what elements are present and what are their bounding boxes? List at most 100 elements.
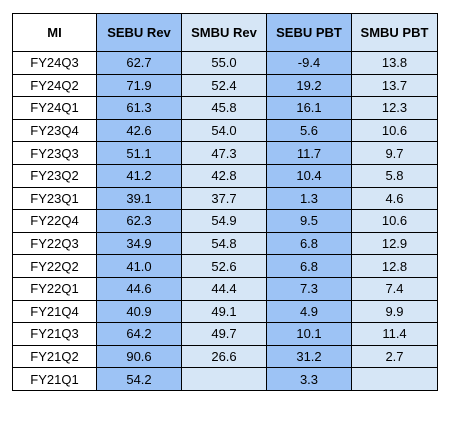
financial-table: MI SEBU Rev SMBU Rev SEBU PBT SMBU PBT F… bbox=[12, 13, 438, 391]
cell-smbu-pbt[interactable] bbox=[351, 367, 438, 391]
cell-sebu-pbt[interactable]: -9.4 bbox=[266, 51, 352, 75]
cell-sebu-rev[interactable]: 62.7 bbox=[96, 51, 182, 75]
cell-smbu-rev[interactable]: 47.3 bbox=[181, 141, 267, 165]
cell-smbu-pbt[interactable]: 13.8 bbox=[351, 51, 438, 75]
header-smbu-rev[interactable]: SMBU Rev bbox=[181, 13, 267, 52]
cell-smbu-rev[interactable]: 42.8 bbox=[181, 163, 267, 188]
cell-mi[interactable]: FY21Q3 bbox=[12, 322, 97, 346]
cell-sebu-pbt[interactable]: 5.6 bbox=[266, 118, 352, 143]
cell-smbu-rev[interactable]: 54.0 bbox=[181, 118, 267, 143]
table-row: FY24Q1 61.3 45.8 16.1 12.3 bbox=[12, 96, 438, 120]
cell-sebu-pbt[interactable]: 4.9 bbox=[266, 299, 352, 324]
cell-smbu-rev[interactable]: 44.4 bbox=[181, 276, 267, 301]
cell-sebu-pbt[interactable]: 10.1 bbox=[266, 322, 352, 346]
header-sebu-rev[interactable]: SEBU Rev bbox=[96, 13, 182, 52]
cell-smbu-pbt[interactable]: 9.9 bbox=[351, 299, 438, 324]
cell-sebu-pbt[interactable]: 7.3 bbox=[266, 276, 352, 301]
cell-smbu-rev[interactable]: 26.6 bbox=[181, 344, 267, 369]
cell-mi[interactable]: FY24Q3 bbox=[12, 51, 97, 75]
cell-smbu-rev[interactable]: 49.1 bbox=[181, 299, 267, 324]
cell-sebu-pbt[interactable]: 19.2 bbox=[266, 73, 352, 98]
cell-mi[interactable]: FY22Q3 bbox=[12, 231, 97, 256]
cell-sebu-pbt[interactable]: 9.5 bbox=[266, 209, 352, 233]
cell-sebu-rev[interactable]: 42.6 bbox=[96, 118, 182, 143]
table-body: FY24Q3 62.7 55.0 -9.4 13.8 FY24Q2 71.9 52.4 19.2… bbox=[12, 51, 438, 391]
table-row: FY22Q2 41.0 52.6 6.8 12.8 bbox=[12, 254, 438, 278]
cell-sebu-rev[interactable]: 62.3 bbox=[96, 209, 182, 233]
cell-smbu-rev[interactable]: 37.7 bbox=[181, 186, 267, 211]
table-row: FY23Q2 41.2 42.8 10.4 5.8 bbox=[12, 163, 438, 188]
cell-sebu-rev[interactable]: 44.6 bbox=[96, 276, 182, 301]
cell-mi[interactable]: FY22Q1 bbox=[12, 276, 97, 301]
cell-sebu-rev[interactable]: 90.6 bbox=[96, 344, 182, 369]
cell-sebu-pbt[interactable]: 6.8 bbox=[266, 254, 352, 278]
cell-sebu-rev[interactable]: 54.2 bbox=[96, 367, 182, 391]
cell-mi[interactable]: FY24Q2 bbox=[12, 73, 97, 98]
table-row: FY23Q3 51.1 47.3 11.7 9.7 bbox=[12, 141, 438, 165]
cell-smbu-pbt[interactable]: 7.4 bbox=[351, 276, 438, 301]
cell-sebu-pbt[interactable]: 10.4 bbox=[266, 163, 352, 188]
header-mi[interactable]: MI bbox=[12, 13, 97, 52]
table-row: FY23Q4 42.6 54.0 5.6 10.6 bbox=[12, 118, 438, 143]
cell-sebu-rev[interactable]: 41.0 bbox=[96, 254, 182, 278]
table-row: FY23Q1 39.1 37.7 1.3 4.6 bbox=[12, 186, 438, 211]
cell-sebu-rev[interactable]: 71.9 bbox=[96, 73, 182, 98]
table-row: FY24Q3 62.7 55.0 -9.4 13.8 bbox=[12, 51, 438, 75]
cell-smbu-rev[interactable]: 55.0 bbox=[181, 51, 267, 75]
cell-smbu-pbt[interactable]: 10.6 bbox=[351, 118, 438, 143]
cell-smbu-pbt[interactable]: 12.8 bbox=[351, 254, 438, 278]
table-row: FY24Q2 71.9 52.4 19.2 13.7 bbox=[12, 73, 438, 98]
cell-smbu-pbt[interactable]: 5.8 bbox=[351, 163, 438, 188]
cell-mi[interactable]: FY21Q1 bbox=[12, 367, 97, 391]
cell-mi[interactable]: FY23Q2 bbox=[12, 163, 97, 188]
cell-smbu-pbt[interactable]: 2.7 bbox=[351, 344, 438, 369]
cell-smbu-pbt[interactable]: 12.3 bbox=[351, 96, 438, 120]
cell-smbu-pbt[interactable]: 11.4 bbox=[351, 322, 438, 346]
cell-smbu-rev[interactable] bbox=[181, 367, 267, 391]
cell-sebu-pbt[interactable]: 1.3 bbox=[266, 186, 352, 211]
table-row: FY22Q1 44.6 44.4 7.3 7.4 bbox=[12, 276, 438, 301]
cell-sebu-pbt[interactable]: 11.7 bbox=[266, 141, 352, 165]
cell-sebu-pbt[interactable]: 6.8 bbox=[266, 231, 352, 256]
table-row: FY21Q4 40.9 49.1 4.9 9.9 bbox=[12, 299, 438, 324]
cell-mi[interactable]: FY21Q4 bbox=[12, 299, 97, 324]
table-row: FY21Q3 64.2 49.7 10.1 11.4 bbox=[12, 322, 438, 346]
cell-smbu-pbt[interactable]: 9.7 bbox=[351, 141, 438, 165]
cell-smbu-rev[interactable]: 45.8 bbox=[181, 96, 267, 120]
cell-sebu-rev[interactable]: 51.1 bbox=[96, 141, 182, 165]
cell-mi[interactable]: FY23Q3 bbox=[12, 141, 97, 165]
cell-mi[interactable]: FY22Q4 bbox=[12, 209, 97, 233]
cell-smbu-pbt[interactable]: 10.6 bbox=[351, 209, 438, 233]
header-sebu-pbt[interactable]: SEBU PBT bbox=[266, 13, 352, 52]
cell-sebu-rev[interactable]: 64.2 bbox=[96, 322, 182, 346]
table-header: MI SEBU Rev SMBU Rev SEBU PBT SMBU PBT bbox=[12, 13, 438, 52]
cell-sebu-rev[interactable]: 39.1 bbox=[96, 186, 182, 211]
table-row: FY21Q2 90.6 26.6 31.2 2.7 bbox=[12, 344, 438, 369]
cell-smbu-pbt[interactable]: 4.6 bbox=[351, 186, 438, 211]
cell-sebu-rev[interactable]: 34.9 bbox=[96, 231, 182, 256]
header-smbu-pbt[interactable]: SMBU PBT bbox=[351, 13, 438, 52]
cell-mi[interactable]: FY23Q1 bbox=[12, 186, 97, 211]
header-row: MI SEBU Rev SMBU Rev SEBU PBT SMBU PBT bbox=[12, 13, 438, 52]
table-row: FY22Q3 34.9 54.8 6.8 12.9 bbox=[12, 231, 438, 256]
cell-mi[interactable]: FY22Q2 bbox=[12, 254, 97, 278]
cell-smbu-rev[interactable]: 49.7 bbox=[181, 322, 267, 346]
cell-sebu-pbt[interactable]: 31.2 bbox=[266, 344, 352, 369]
table-row: FY22Q4 62.3 54.9 9.5 10.6 bbox=[12, 209, 438, 233]
cell-sebu-rev[interactable]: 61.3 bbox=[96, 96, 182, 120]
cell-smbu-pbt[interactable]: 12.9 bbox=[351, 231, 438, 256]
cell-mi[interactable]: FY23Q4 bbox=[12, 118, 97, 143]
cell-smbu-rev[interactable]: 52.4 bbox=[181, 73, 267, 98]
cell-smbu-rev[interactable]: 54.8 bbox=[181, 231, 267, 256]
cell-mi[interactable]: FY21Q2 bbox=[12, 344, 97, 369]
cell-sebu-rev[interactable]: 40.9 bbox=[96, 299, 182, 324]
cell-sebu-pbt[interactable]: 16.1 bbox=[266, 96, 352, 120]
cell-smbu-rev[interactable]: 52.6 bbox=[181, 254, 267, 278]
cell-sebu-rev[interactable]: 41.2 bbox=[96, 163, 182, 188]
table-row: FY21Q1 54.2 3.3 bbox=[12, 367, 438, 391]
cell-mi[interactable]: FY24Q1 bbox=[12, 96, 97, 120]
cell-smbu-pbt[interactable]: 13.7 bbox=[351, 73, 438, 98]
cell-sebu-pbt[interactable]: 3.3 bbox=[266, 367, 352, 391]
cell-smbu-rev[interactable]: 54.9 bbox=[181, 209, 267, 233]
